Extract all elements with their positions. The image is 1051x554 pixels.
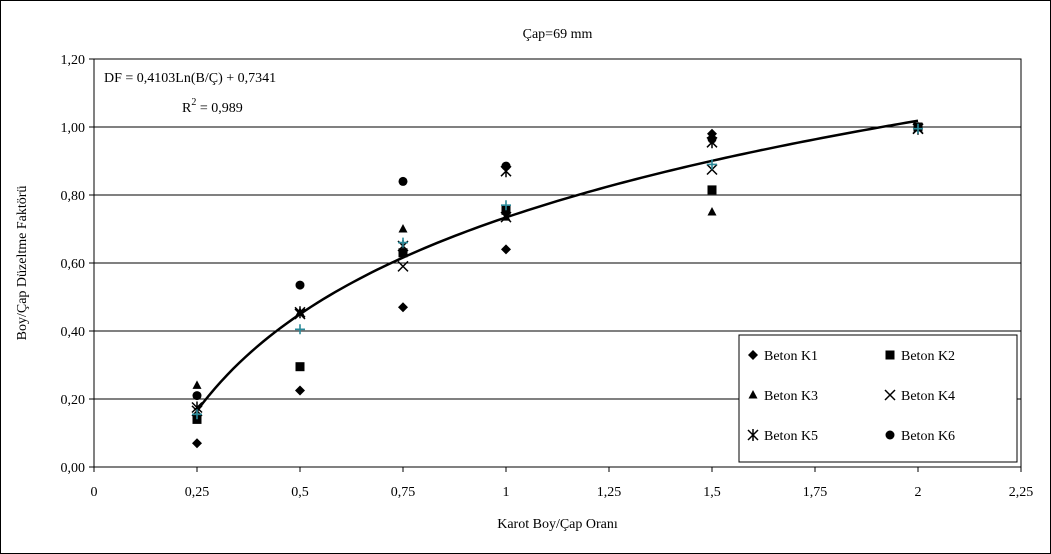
legend-marker [748, 390, 758, 399]
y-tick-label: 0,00 [61, 461, 86, 476]
trendline [196, 119, 919, 412]
x-tick-label: 0 [91, 485, 98, 500]
data-point [295, 362, 305, 372]
data-point [398, 248, 408, 258]
x-tick-label: 0,5 [291, 485, 309, 500]
data-point [192, 380, 202, 389]
y-tick-label: 0,20 [61, 393, 86, 408]
x-axis-label: Karot Boy/Çap Oranı [497, 517, 618, 532]
legend-label: Beton K3 [764, 389, 818, 404]
data-point [294, 306, 306, 319]
data-points [191, 122, 924, 449]
legend-item: Beton K5 [747, 429, 818, 444]
data-point [501, 205, 511, 215]
x-tick-label: 1,25 [597, 485, 622, 500]
data-point [398, 302, 408, 313]
data-point [192, 409, 202, 420]
legend-box [738, 334, 1018, 463]
y-tick-label: 0,60 [61, 257, 86, 272]
legend-item: Beton K4 [884, 389, 955, 404]
data-point [295, 385, 305, 396]
y-tick-label: 1,20 [61, 53, 86, 68]
data-point [398, 224, 408, 233]
legend-item: Beton K2 [885, 349, 955, 364]
chart-title: Çap=69 mm [523, 27, 593, 42]
legend-marker [885, 430, 895, 440]
x-tick-label: 2 [915, 485, 922, 500]
trendline-equation: DF = 0,4103Ln(B/Ç) + 0,7341 [104, 71, 276, 86]
x-tick-label: 1,75 [803, 485, 828, 500]
series-7 [192, 123, 923, 420]
data-point [192, 438, 202, 449]
data-point [398, 237, 408, 248]
data-point [707, 207, 717, 216]
data-point [192, 391, 202, 401]
legend-label: Beton K5 [764, 429, 818, 444]
x-tick-label: 0,25 [185, 485, 210, 500]
r-squared-value: = 0,989 [196, 101, 242, 116]
x-tick-label: 1,5 [703, 485, 721, 500]
r-squared-label: R2 = 0,989 [182, 97, 243, 116]
axes: 0,00 0,20 0,40 0,60 0,80 1,00 1,20 0 0,25 0,5 0,75… [61, 53, 1034, 500]
y-tick-label: 0,80 [61, 189, 86, 204]
legend-item: Beton K6 [885, 429, 955, 444]
data-point [501, 200, 511, 211]
x-tick-label: 2,25 [1009, 485, 1034, 500]
data-point [501, 161, 511, 171]
legend-label: Beton K2 [901, 349, 955, 364]
x-tick-label: 1 [503, 485, 510, 500]
data-point [295, 280, 305, 290]
data-point [706, 163, 718, 176]
legend-marker [748, 350, 758, 360]
legend-item: Beton K3 [748, 389, 818, 404]
r-squared-superscript: 2 [191, 97, 196, 108]
legend-label: Beton K1 [764, 349, 818, 364]
data-point [295, 324, 305, 335]
data-point [707, 159, 717, 170]
x-tick-label: 0,75 [391, 485, 416, 500]
y-axis-label: Boy/Çap Düzeltme Faktörü [15, 186, 30, 341]
data-point [501, 244, 511, 255]
r-squared-prefix: R [182, 101, 192, 116]
data-point [397, 260, 409, 272]
data-point [192, 414, 202, 424]
legend-marker [884, 389, 896, 401]
legend: Beton K1 Beton K2 Beton K3 Beton K4 Beton K5… [738, 334, 1018, 463]
legend-label: Beton K4 [901, 389, 955, 404]
trendline-layer [196, 119, 919, 412]
legend-item: Beton K1 [748, 349, 818, 364]
legend-label: Beton K6 [901, 429, 955, 444]
data-point [398, 176, 408, 186]
gridlines [94, 126, 1021, 400]
y-tick-label: 0,40 [61, 325, 86, 340]
data-point [707, 134, 717, 144]
data-point [707, 185, 717, 195]
data-point [913, 123, 923, 134]
data-point [500, 211, 512, 223]
legend-marker [885, 350, 895, 360]
legend-marker [747, 429, 759, 441]
y-tick-label: 1,00 [61, 121, 86, 136]
